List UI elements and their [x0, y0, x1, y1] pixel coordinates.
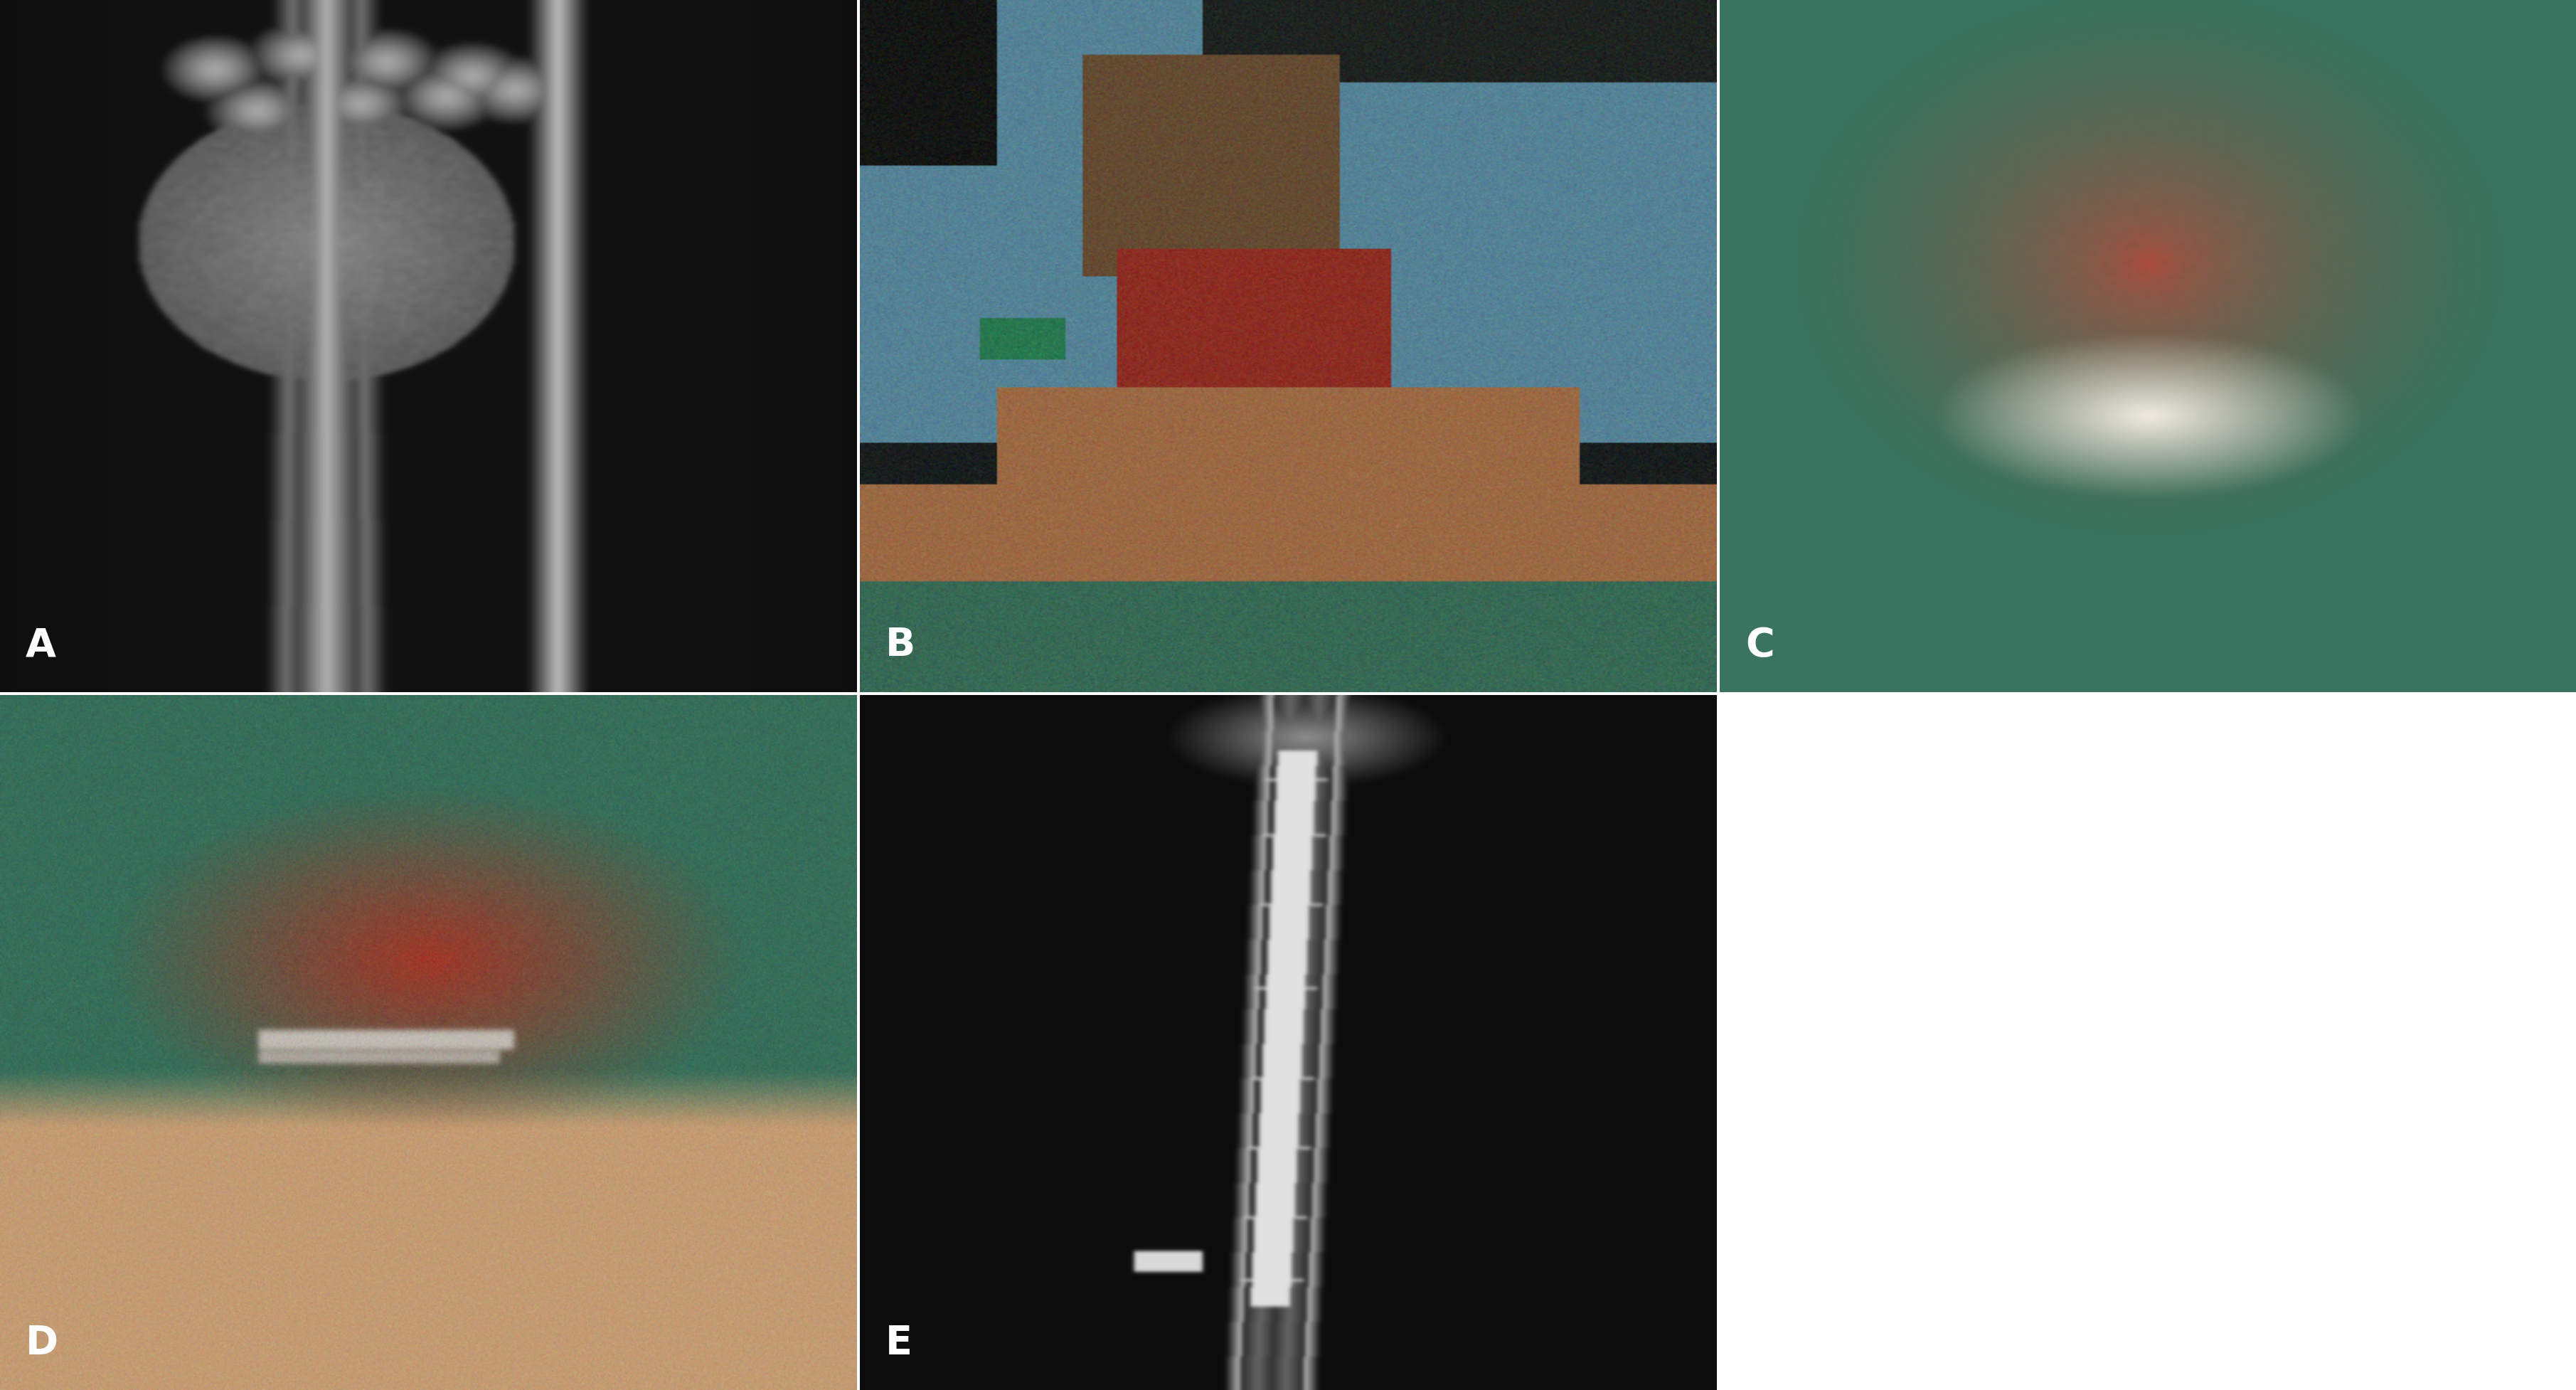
Text: B: B	[886, 626, 914, 664]
Text: D: D	[26, 1323, 59, 1362]
Text: E: E	[886, 1323, 912, 1362]
Text: A: A	[26, 626, 57, 664]
Text: C: C	[1747, 626, 1775, 664]
